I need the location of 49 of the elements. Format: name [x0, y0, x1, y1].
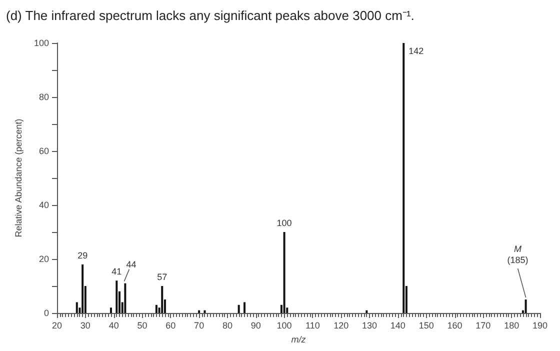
x-axis-title: m/z	[291, 334, 306, 344]
bar	[82, 264, 84, 313]
x-tick-label: 30	[80, 320, 90, 330]
bar	[244, 302, 246, 313]
bar	[198, 310, 200, 313]
bar	[124, 283, 126, 313]
x-tick-label: 50	[137, 320, 148, 330]
x-tick-label: 100	[276, 320, 292, 330]
bar	[161, 286, 164, 313]
x-tick-label: 160	[447, 320, 462, 330]
x-tick-label: 80	[222, 320, 232, 330]
y-tick-label: 20	[38, 254, 49, 264]
bar	[204, 310, 206, 313]
bar	[283, 232, 286, 313]
x-tick-label: 150	[418, 320, 434, 330]
bar	[116, 280, 118, 313]
y-axis-title: Relative Abundance (percent)	[14, 118, 24, 238]
x-tick-label: 130	[362, 320, 378, 330]
annotation: 100	[276, 218, 292, 228]
annotation: 57	[157, 272, 168, 282]
annotation: M (185)	[507, 244, 528, 265]
y-tick-label: 60	[38, 146, 49, 156]
annotation: 41	[112, 266, 122, 277]
x-tick-label: 90	[250, 320, 261, 330]
x-tick-label: 140	[390, 320, 406, 330]
y-tick-label: 80	[38, 92, 49, 102]
annotation: 29	[78, 250, 88, 260]
y-tick-label: 100	[34, 38, 49, 48]
bar	[155, 304, 158, 313]
x-tick-label: 110	[306, 320, 320, 330]
bar	[110, 308, 112, 313]
x-tick-label: 190	[532, 320, 548, 330]
x-tick-label: 70	[194, 320, 204, 330]
x-tick-label: 20	[52, 320, 62, 330]
annotation: 44	[126, 259, 136, 270]
chart-title: (d) The infrared spectrum lacks any significant peaks above 3000 cm⁻¹.	[6, 7, 414, 24]
y-tick-label: 40	[38, 200, 49, 210]
x-tick-label: 180	[504, 320, 520, 330]
x-tick-label: 40	[108, 320, 119, 330]
bar	[366, 310, 368, 313]
x-tick-label: 60	[166, 320, 176, 330]
bar	[76, 302, 78, 313]
bar	[524, 300, 527, 313]
bar	[238, 304, 240, 313]
annotation: 142	[408, 46, 424, 56]
x-tick-label: 170	[476, 320, 491, 330]
bar	[402, 43, 405, 313]
y-tick-label: 0	[44, 308, 49, 318]
x-tick-label: 120	[334, 320, 349, 330]
